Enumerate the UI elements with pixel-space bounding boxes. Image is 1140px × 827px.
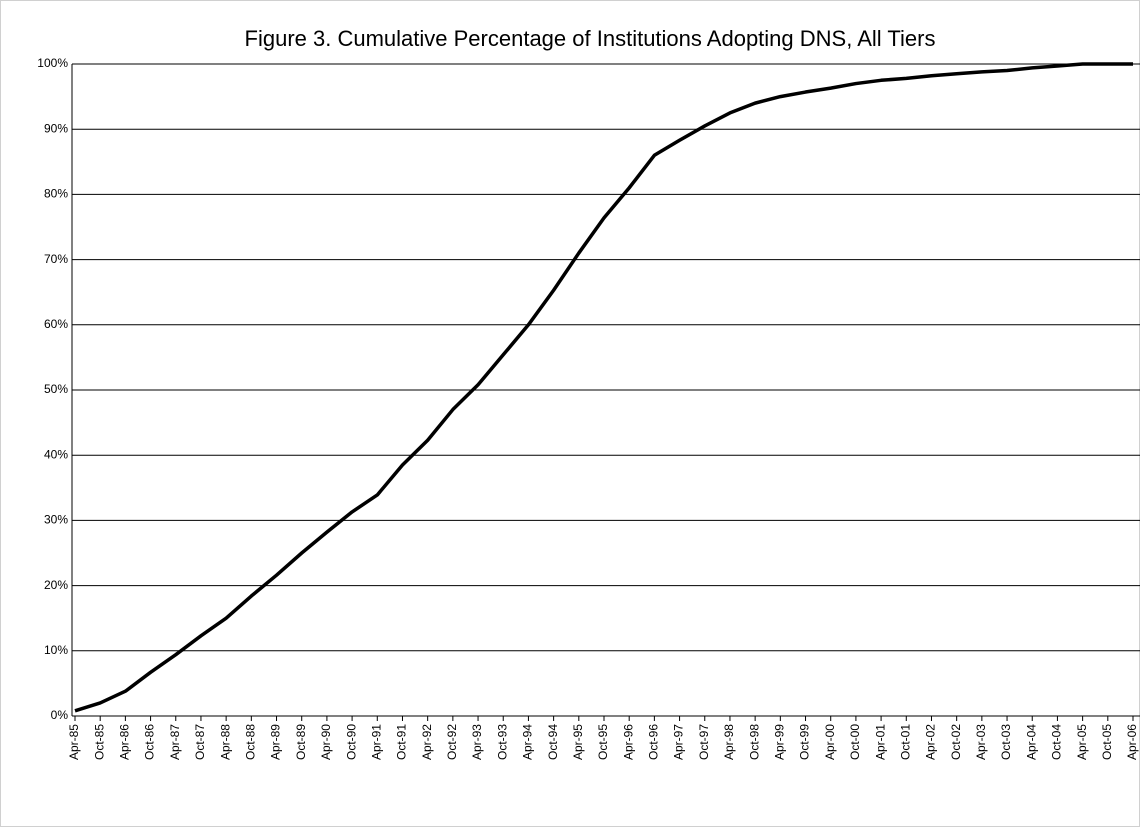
x-tick-label: Oct-92 — [445, 724, 459, 760]
x-tick-label: Oct-94 — [546, 724, 560, 760]
x-tick-label: Apr-90 — [319, 724, 333, 760]
y-tick-label: 20% — [44, 578, 68, 592]
x-tick-label: Apr-93 — [470, 724, 484, 760]
x-tick-label: Apr-94 — [521, 724, 535, 760]
x-tick-label: Oct-91 — [395, 724, 409, 760]
x-tick-label: Oct-98 — [747, 724, 761, 760]
x-tick-label: Apr-06 — [1125, 724, 1139, 760]
y-tick-label: 100% — [37, 56, 68, 70]
x-tick-label: Oct-97 — [697, 724, 711, 760]
y-tick-label: 30% — [44, 513, 68, 527]
x-tick-label: Apr-97 — [672, 724, 686, 760]
y-tick-label: 40% — [44, 447, 68, 461]
x-tick-label: Apr-89 — [269, 724, 283, 760]
x-tick-label: Apr-99 — [773, 724, 787, 760]
y-tick-label: 50% — [44, 382, 68, 396]
x-tick-label: Apr-88 — [218, 724, 232, 760]
x-tick-label: Apr-87 — [168, 724, 182, 760]
x-tick-label: Apr-86 — [118, 724, 132, 760]
x-tick-label: Oct-96 — [647, 724, 661, 760]
x-tick-label: Oct-02 — [949, 724, 963, 760]
x-tick-label: Apr-98 — [722, 724, 736, 760]
x-tick-label: Apr-02 — [924, 724, 938, 760]
y-tick-label: 10% — [44, 643, 68, 657]
x-tick-label: Apr-92 — [420, 724, 434, 760]
x-tick-label: Oct-86 — [143, 724, 157, 760]
y-tick-label: 0% — [51, 708, 69, 722]
x-tick-label: Oct-00 — [848, 724, 862, 760]
x-tick-label: Oct-90 — [344, 724, 358, 760]
x-tick-label: Apr-85 — [67, 724, 81, 760]
y-tick-label: 70% — [44, 252, 68, 266]
y-tick-label: 60% — [44, 317, 68, 331]
x-tick-label: Oct-05 — [1100, 724, 1114, 760]
x-tick-label: Oct-93 — [495, 724, 509, 760]
x-tick-label: Apr-00 — [823, 724, 837, 760]
x-tick-label: Apr-01 — [873, 724, 887, 760]
x-tick-label: Oct-04 — [1050, 724, 1064, 760]
y-tick-label: 80% — [44, 187, 68, 201]
x-tick-label: Apr-05 — [1075, 724, 1089, 760]
x-tick-label: Apr-03 — [974, 724, 988, 760]
x-tick-label: Oct-89 — [294, 724, 308, 760]
x-tick-label: Oct-85 — [92, 724, 106, 760]
data-line — [74, 62, 1133, 713]
x-tick-label: Oct-03 — [999, 724, 1013, 760]
x-tick-label: Oct-88 — [244, 724, 258, 760]
x-tick-label: Oct-87 — [193, 724, 207, 760]
y-tick-label: 90% — [44, 121, 68, 135]
x-tick-label: Apr-96 — [621, 724, 635, 760]
x-tick-label: Apr-95 — [571, 724, 585, 760]
x-tick-label: Apr-91 — [369, 724, 383, 760]
x-tick-label: Apr-04 — [1024, 724, 1038, 760]
chart-title: Figure 3. Cumulative Percentage of Insti… — [245, 26, 936, 51]
x-tick-label: Oct-95 — [596, 724, 610, 760]
x-tick-label: Oct-99 — [798, 724, 812, 760]
x-tick-label: Oct-01 — [898, 724, 912, 760]
